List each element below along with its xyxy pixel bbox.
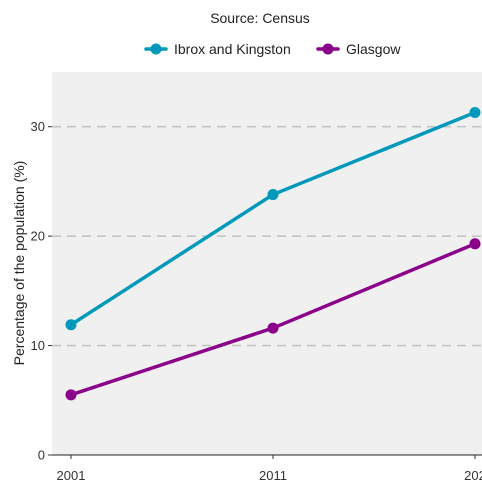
y-axis-ticks: 0 10 20 30 <box>31 119 52 463</box>
series-layer <box>65 106 481 401</box>
y-tick-label: 0 <box>38 448 45 463</box>
y-axis-title: Percentage of the population (%) <box>11 161 27 366</box>
data-point <box>469 106 481 118</box>
legend-label: Ibrox and Kingston <box>174 41 291 57</box>
data-point <box>267 322 279 334</box>
plot-panel <box>52 72 482 455</box>
x-axis-ticks: 2001 2011 202 <box>57 455 482 483</box>
data-point <box>65 389 77 401</box>
data-point <box>469 238 481 250</box>
legend-key-marker <box>150 43 162 55</box>
x-tick-label: 2011 <box>259 468 287 483</box>
data-point <box>65 319 77 331</box>
chart-subtitle: Source: Census <box>210 10 310 26</box>
legend-label: Glasgow <box>346 41 401 57</box>
series-2 <box>65 238 481 401</box>
legend-item: Glasgow <box>316 41 401 57</box>
series-1 <box>65 106 481 331</box>
y-tick-label: 10 <box>31 338 45 353</box>
legend: Ibrox and Kingston Glasgow <box>144 41 401 57</box>
y-tick-label: 20 <box>31 229 45 244</box>
x-tick-label: 202 <box>464 468 482 483</box>
legend-key-marker <box>322 43 334 55</box>
legend-item: Ibrox and Kingston <box>144 41 291 57</box>
data-point <box>267 189 279 201</box>
x-tick-label: 2001 <box>57 468 86 483</box>
y-tick-label: 30 <box>31 119 45 134</box>
gridlines <box>52 125 482 347</box>
